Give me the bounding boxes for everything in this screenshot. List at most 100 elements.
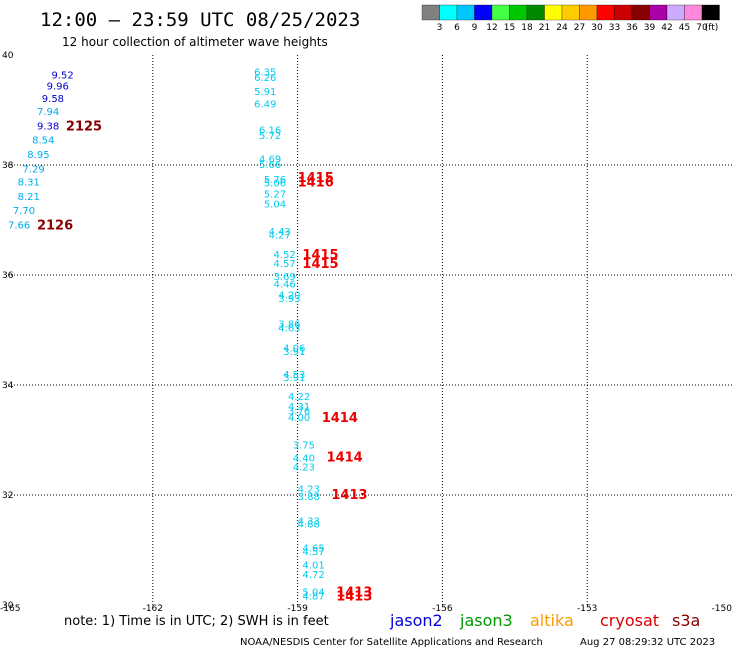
time-label: 1416 [298, 176, 334, 191]
y-tick-label: 40 [2, 51, 14, 61]
colorbar-swatch [649, 4, 668, 21]
wave-height-label: 8.95 [27, 150, 49, 161]
colorbar-label: 15 [504, 23, 515, 33]
colorbar-swatch [561, 4, 580, 21]
wave-height-label: 5.04 [264, 200, 286, 211]
x-tick-label: -153 [577, 604, 597, 614]
satellite-legend-jason3: jason3 [459, 611, 513, 630]
wave-height-label: 9.96 [47, 81, 69, 92]
colorbar-swatch [439, 4, 458, 21]
colorbar-swatch [579, 4, 598, 21]
footer-credit: NOAA/NESDIS Center for Satellite Applica… [240, 637, 543, 648]
satellite-legend-jason2: jason2 [389, 611, 443, 630]
time-label: 1415 [302, 248, 338, 263]
wave-height-label: 4.88 [298, 520, 320, 531]
wave-height-label: 5.06 [264, 179, 286, 190]
wave-height-label: 4.57 [302, 547, 324, 558]
color-legend: 3 6 9 12 15 18 21 24 27 30 33 36 39 42 45 70(ft) [421, 4, 720, 33]
colorbar-swatch [701, 4, 720, 21]
wave-height-label: 4.69 [259, 154, 281, 165]
colorbar-swatch [491, 4, 510, 21]
wave-height-label: 4.23 [298, 484, 320, 495]
y-tick-label: 36 [2, 271, 14, 281]
wave-height-label: 8.31 [18, 178, 40, 189]
wave-height-label: 4.06 [283, 344, 305, 355]
colorbar-label: 6 [454, 23, 460, 33]
x-tick-label: -159 [287, 604, 308, 614]
time-label: 1414 [322, 411, 358, 426]
colorbar-label: 45 [679, 23, 690, 33]
wave-height-label: 3.88 [298, 492, 320, 503]
wave-height-label: 5.91 [254, 87, 276, 98]
wave-height-label: 4.40 [293, 454, 315, 465]
colorbar-swatch [526, 4, 545, 21]
wave-height-label: 4.27 [269, 230, 291, 241]
wave-height-label: 5.04 [302, 587, 324, 598]
colorbar-label: 12 [486, 23, 497, 33]
wave-height-label: 9.38 [37, 121, 59, 132]
wave-height-label: 6.16 [259, 125, 281, 136]
colorbar-label: 18 [521, 23, 533, 33]
colorbar-label: 70 [696, 23, 708, 33]
wave-height-label: 9.52 [51, 70, 73, 81]
wave-height-label: 5.27 [264, 190, 286, 201]
colorbar-label: 3 [437, 23, 443, 33]
wave-height-label: 4.22 [288, 392, 310, 403]
time-labels: 2125212614151416141514151414141414131413… [37, 119, 372, 604]
wave-height-label: 4.57 [273, 259, 295, 270]
footer-note: note: 1) Time is in UTC; 2) SWH is in fe… [64, 614, 329, 629]
wave-height-label: 5.66 [259, 160, 281, 171]
wave-height-label: 4.72 [302, 570, 324, 581]
time-label: 1415 [298, 171, 334, 186]
wave-height-label: 4.87 [302, 592, 324, 603]
time-label: 1413 [331, 488, 367, 503]
wave-height-label: 4.31 [288, 402, 310, 413]
wave-height-label: 7.70 [13, 206, 35, 217]
wave-height-label: 3.91 [283, 347, 305, 358]
time-label: 1413 [336, 585, 372, 600]
x-tick-label: -150 [712, 604, 733, 614]
wave-height-label: 3.69 [273, 272, 295, 283]
wave-height-label: 3.93 [278, 294, 300, 305]
footer-timestamp: Aug 27 08:29:32 UTC 2023 [580, 637, 715, 648]
wave-height-label: 5.76 [264, 175, 286, 186]
colorbar-swatch [456, 4, 475, 21]
grid-lines [8, 55, 732, 605]
wave-height-label: 5.72 [259, 131, 281, 142]
y-tick-label: 38 [2, 161, 14, 171]
satellite-legend-s3a: s3a [672, 611, 700, 630]
wave-height-label: 4.20 [278, 290, 300, 301]
wave-height-label: 3.76 [288, 406, 310, 417]
chart-subtitle: 12 hour collection of altimeter wave hei… [62, 35, 328, 49]
time-label: 1415 [302, 257, 338, 272]
x-tick-label: -156 [432, 604, 453, 614]
colorbar-label: 9 [472, 23, 478, 33]
wave-height-label: 4.00 [288, 413, 310, 424]
wave-height-label: 8.21 [18, 192, 40, 203]
colorbar-label: 21 [539, 23, 550, 33]
colorbar-swatch [421, 4, 440, 21]
colorbar-label: 27 [574, 23, 585, 33]
time-label: 2125 [66, 119, 102, 134]
colorbar-label: 30 [591, 23, 603, 33]
colorbar-swatch [684, 4, 703, 21]
wave-height-label: 4.63 [278, 323, 300, 334]
colorbar-swatch [614, 4, 633, 21]
colorbar-label: 39 [644, 23, 656, 33]
y-tick-label: 32 [2, 491, 13, 501]
time-label: 1414 [327, 451, 363, 466]
y-tick-label: 34 [2, 381, 14, 391]
colorbar-swatch [596, 4, 615, 21]
colorbar-label: 24 [556, 23, 568, 33]
colorbar-unit: (ft) [705, 23, 719, 33]
time-label: 2126 [37, 218, 73, 233]
wave-height-label: 3.75 [293, 440, 315, 451]
wave-height-label: 9.58 [42, 94, 64, 105]
wave-height-label: 4.33 [298, 516, 320, 527]
x-tick-label: -162 [143, 604, 163, 614]
colorbar-label: 33 [609, 23, 620, 33]
y-tick-label: 30 [2, 601, 14, 611]
wave-height-label: 4.53 [283, 370, 305, 381]
colorbar-swatch [666, 4, 685, 21]
wave-height-labels: 9.529.96 9.58 7.94 9.38 8.54 8.95 7.29 8.31 8.21… [8, 68, 325, 603]
